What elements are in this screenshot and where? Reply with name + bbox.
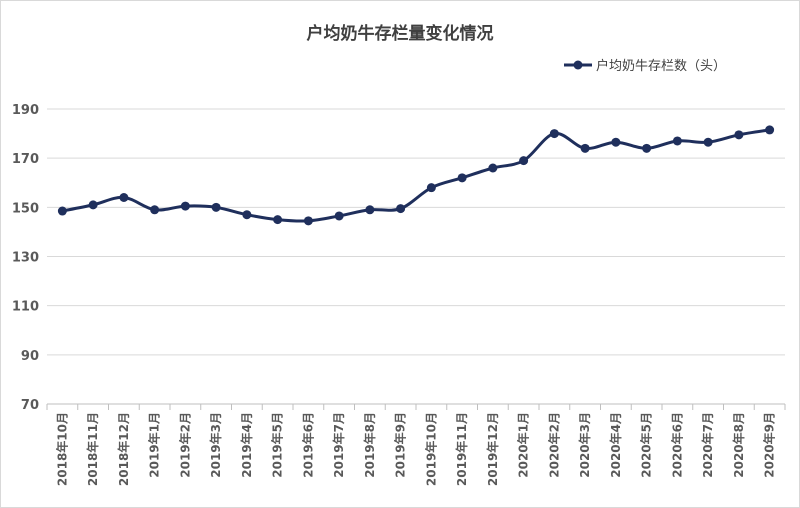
data-point <box>57 206 67 216</box>
y-tick-label: 70 <box>21 398 39 413</box>
x-tick-label: 2020年5月 <box>639 412 654 478</box>
x-tick-label: 2019年2月 <box>177 412 192 478</box>
x-tick-label: 2018年10月 <box>54 412 69 486</box>
data-point <box>580 143 590 153</box>
y-tick-label: 170 <box>12 152 39 167</box>
x-tick-label: 2019年9月 <box>393 412 408 478</box>
data-point <box>180 201 190 211</box>
x-tick-label: 2019年4月 <box>239 412 254 478</box>
data-point <box>88 200 98 210</box>
data-point <box>642 143 652 153</box>
chart-title: 户均奶牛存栏量变化情况 <box>307 23 494 44</box>
data-point <box>611 137 621 147</box>
x-tick-label: 2020年3月 <box>577 412 592 478</box>
data-point <box>672 136 682 146</box>
x-tick-label: 2019年6月 <box>300 412 315 478</box>
x-tick-label: 2019年5月 <box>270 412 285 478</box>
axes: 70 90 110 130 150 170 190 2018年10月 2018年11月 2018年… <box>12 103 786 486</box>
x-tick-label: 2019年3月 <box>208 412 223 478</box>
data-point <box>765 125 775 135</box>
data-point <box>703 137 713 147</box>
y-tick-label: 150 <box>12 201 39 216</box>
y-tick-label: 110 <box>12 300 39 315</box>
y-tick-label: 130 <box>12 251 39 266</box>
x-tick-label: 2020年4月 <box>608 412 623 478</box>
data-point <box>303 216 313 226</box>
data-point <box>211 202 221 212</box>
x-tick-label: 2020年9月 <box>762 412 777 478</box>
x-tick-label: 2020年7月 <box>700 412 715 478</box>
x-tick-label: 2019年11月 <box>454 412 469 486</box>
data-point <box>488 163 498 173</box>
y-tick-label: 90 <box>21 349 39 364</box>
data-point <box>734 130 744 140</box>
x-tick-label: 2020年1月 <box>516 412 531 478</box>
x-tick-label: 2019年12月 <box>485 412 500 486</box>
data-point <box>242 210 252 220</box>
x-tick-label: 2018年12月 <box>116 412 131 486</box>
x-tick-label: 2019年7月 <box>331 412 346 478</box>
x-tick-label: 2020年2月 <box>546 412 561 478</box>
x-tick-label: 2020年6月 <box>669 412 684 478</box>
legend-label: 户均奶牛存栏数（头） <box>596 58 726 74</box>
x-tick-label: 2019年1月 <box>147 412 162 478</box>
x-tick-label: 2019年10月 <box>423 412 438 486</box>
gridlines <box>47 108 785 356</box>
data-point <box>119 193 129 202</box>
x-tick-label: 2019年8月 <box>362 412 377 478</box>
y-tick-label: 190 <box>12 103 39 118</box>
data-point <box>549 129 559 139</box>
x-tick-label: 2018年11月 <box>85 412 100 486</box>
legend-point-marker <box>573 60 583 70</box>
legend: 户均奶牛存栏数（头） <box>564 58 726 74</box>
series-layer <box>57 125 775 226</box>
data-point <box>150 205 160 215</box>
data-point <box>426 183 436 193</box>
data-point <box>519 156 529 166</box>
data-point <box>396 204 406 214</box>
data-point <box>334 211 344 221</box>
data-point <box>457 173 467 183</box>
data-point <box>273 215 283 225</box>
x-tick-label: 2020年8月 <box>731 412 746 478</box>
data-point <box>365 205 375 215</box>
